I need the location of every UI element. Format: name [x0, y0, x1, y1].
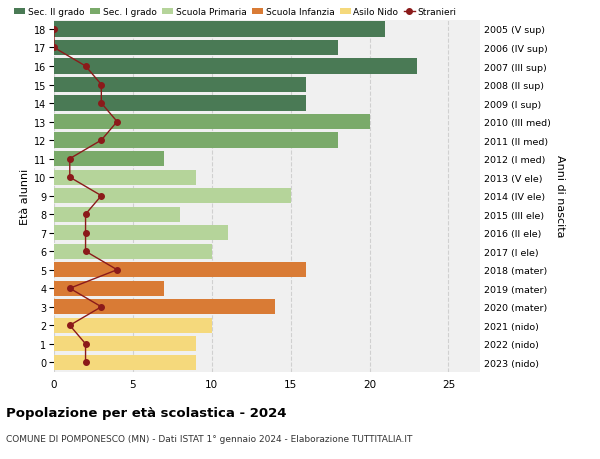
Bar	[54, 41, 338, 56]
Bar	[54, 355, 196, 370]
Legend: Sec. II grado, Sec. I grado, Scuola Primaria, Scuola Infanzia, Asilo Nido, Stran: Sec. II grado, Sec. I grado, Scuola Prim…	[11, 5, 460, 21]
Bar	[54, 263, 307, 278]
Bar	[54, 151, 164, 167]
Bar	[54, 226, 227, 241]
Bar	[54, 78, 307, 93]
Bar	[54, 336, 196, 352]
Bar	[54, 170, 196, 185]
Bar	[54, 207, 180, 222]
Bar	[54, 244, 212, 259]
Y-axis label: Età alunni: Età alunni	[20, 168, 30, 224]
Bar	[54, 189, 290, 204]
Bar	[54, 96, 307, 112]
Bar	[54, 22, 385, 38]
Bar	[54, 281, 164, 296]
Text: Popolazione per età scolastica - 2024: Popolazione per età scolastica - 2024	[6, 406, 287, 419]
Bar	[54, 133, 338, 148]
Y-axis label: Anni di nascita: Anni di nascita	[555, 155, 565, 237]
Bar	[54, 115, 370, 130]
Text: COMUNE DI POMPONESCO (MN) - Dati ISTAT 1° gennaio 2024 - Elaborazione TUTTITALIA: COMUNE DI POMPONESCO (MN) - Dati ISTAT 1…	[6, 434, 412, 443]
Bar	[54, 318, 212, 333]
Bar	[54, 300, 275, 315]
Bar	[54, 59, 417, 74]
